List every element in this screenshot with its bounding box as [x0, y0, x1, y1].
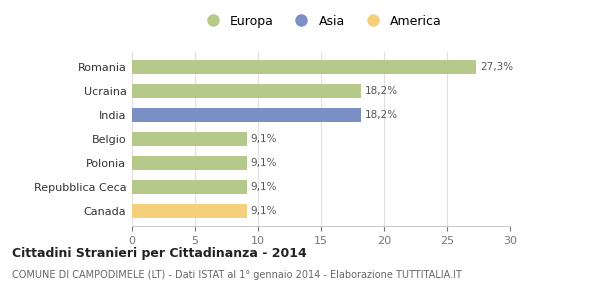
Bar	[132, 132, 247, 146]
Text: 9,1%: 9,1%	[250, 182, 277, 192]
Bar	[132, 180, 247, 194]
Text: COMUNE DI CAMPODIMELE (LT) - Dati ISTAT al 1° gennaio 2014 - Elaborazione TUTTIT: COMUNE DI CAMPODIMELE (LT) - Dati ISTAT …	[12, 270, 462, 280]
Text: 9,1%: 9,1%	[250, 158, 277, 168]
Legend: Europa, Asia, America: Europa, Asia, America	[195, 10, 447, 33]
Bar	[132, 204, 247, 218]
Bar	[132, 156, 247, 170]
Bar	[132, 84, 361, 99]
Bar	[132, 60, 476, 75]
Text: Cittadini Stranieri per Cittadinanza - 2014: Cittadini Stranieri per Cittadinanza - 2…	[12, 247, 307, 260]
Text: 9,1%: 9,1%	[250, 134, 277, 144]
Text: 18,2%: 18,2%	[365, 110, 398, 120]
Text: 27,3%: 27,3%	[480, 62, 513, 72]
Bar	[132, 108, 361, 122]
Text: 18,2%: 18,2%	[365, 86, 398, 96]
Text: 9,1%: 9,1%	[250, 206, 277, 216]
